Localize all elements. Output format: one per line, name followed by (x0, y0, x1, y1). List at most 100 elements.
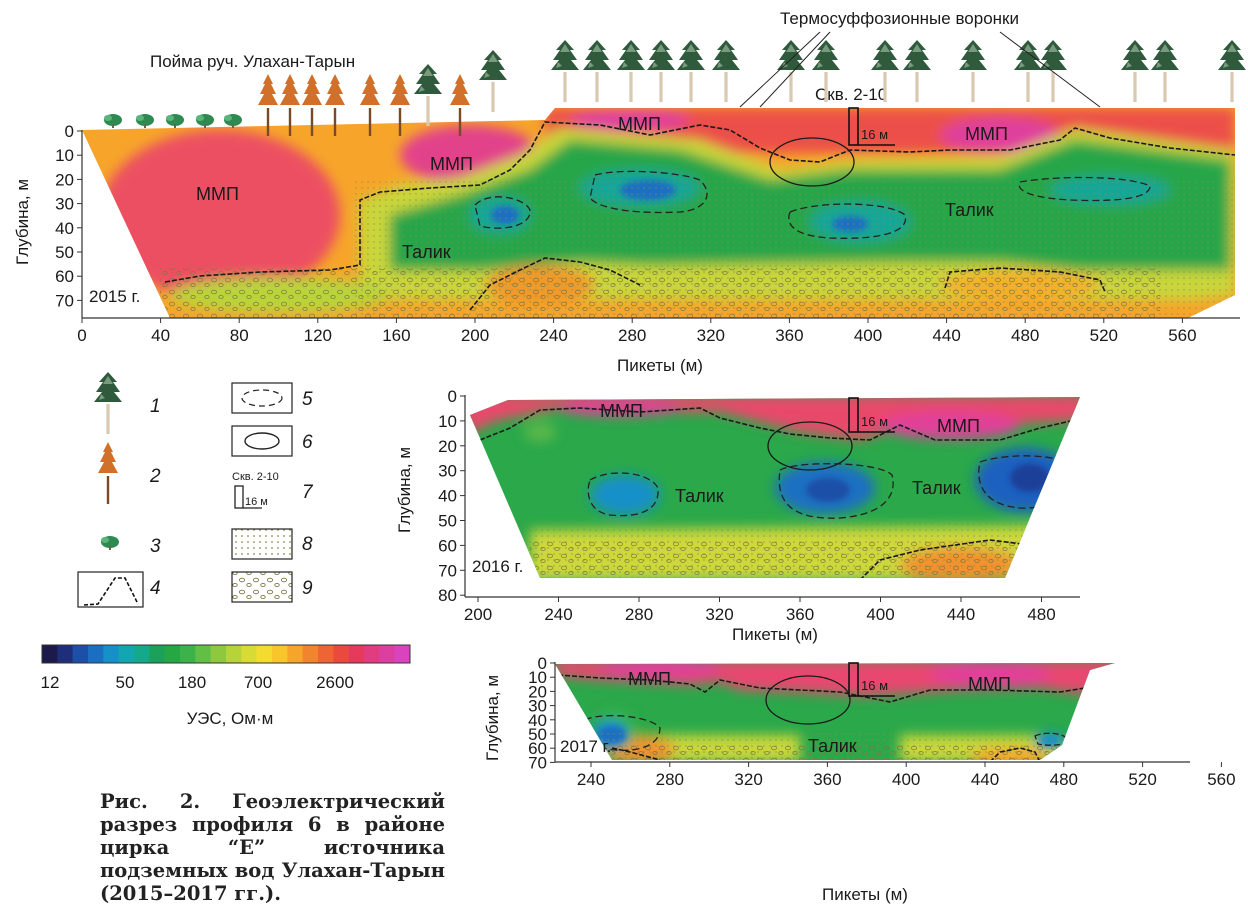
talik-lens-icon (231, 382, 293, 414)
legend-num: 9 (302, 578, 313, 599)
colorbar-swatch (210, 645, 227, 663)
x-tick-label: 440 (971, 770, 999, 789)
legend-num: 4 (150, 578, 161, 599)
y-tick-label: 70 (55, 291, 74, 310)
shrub-icon (101, 536, 119, 550)
y-axis-label-2017: Глубина, м (483, 675, 502, 761)
y-tick-label: 10 (528, 668, 547, 687)
y-tick-label: 0 (65, 122, 74, 141)
x-tick-label: 480 (1027, 605, 1055, 624)
x-tick-label: 320 (734, 770, 762, 789)
legend-num: 8 (302, 534, 313, 555)
x-tick-label: 280 (618, 326, 646, 345)
x-tick-label: 80 (230, 326, 249, 345)
colorbar-swatch (72, 645, 89, 663)
panel-2017-ticks: 240 280 320 360 400 440 480 520 560 0102030405060… (528, 654, 1236, 789)
x-tick-label: 240 (539, 326, 567, 345)
x-axis-label-2016: Пикеты (м) (732, 625, 818, 644)
x-tick-label: 280 (656, 770, 684, 789)
panel-2017-section (555, 663, 1115, 760)
colorbar-swatch (42, 645, 58, 663)
panel-2016-section (470, 397, 1080, 578)
year-label-2015: 2015 г. (89, 287, 140, 306)
legend-borehole-depth: 16 м (245, 496, 268, 508)
panel-2016-ticks: 200 240 280 320 360 400 440 480 0 10 20 30 40 50 60 70 8… (438, 387, 1056, 624)
borehole-icon (234, 485, 244, 509)
panel-2015-axes: 16 м Скв. 2-10 2015 г. (81, 85, 1240, 319)
borehole-depth-2017: 16 м (861, 678, 888, 693)
x-tick-label: 560 (1168, 326, 1196, 345)
larch-icon (98, 442, 118, 504)
zone-label: ММП (430, 154, 473, 174)
borehole-name-2015: Скв. 2-10 (815, 85, 887, 104)
borehole-depth-2016: 16 м (861, 414, 888, 429)
zone-label: ММП (600, 401, 643, 421)
colorbar-swatch (103, 645, 119, 663)
colorbar-swatch (241, 645, 257, 663)
colorbar-swatch (379, 645, 395, 663)
colorbar-swatch (134, 645, 150, 663)
legend-borehole-name: Скв. 2-10 (232, 471, 279, 483)
zone-label: ММП (937, 416, 980, 436)
zone-label: Талик (675, 486, 724, 506)
colorbar-swatch (348, 645, 365, 663)
colorbar-tick: 50 (116, 673, 135, 692)
y-tick-label: 70 (528, 753, 547, 772)
colorbar-swatch (272, 645, 288, 663)
y-tick-label: 40 (438, 487, 457, 506)
y-tick-label: 20 (55, 170, 74, 189)
y-tick-label: 70 (438, 561, 457, 580)
colorbar-tick: 180 (178, 673, 206, 692)
colorbar-swatch (180, 645, 196, 663)
y-tick-label: 10 (438, 412, 457, 431)
x-tick-label: 200 (461, 326, 489, 345)
funnels-leader-lines (739, 31, 1101, 108)
y-tick-label: 10 (55, 146, 74, 165)
zone-label: ММП (628, 669, 671, 689)
x-tick-label: 520 (1128, 770, 1156, 789)
x-tick-label: 400 (892, 770, 920, 789)
x-axis-label-2017: Пикеты (м) (822, 885, 908, 904)
y-tick-label: 50 (438, 512, 457, 531)
x-tick-label: 520 (1090, 326, 1118, 345)
resistivity-colorbar (41, 644, 411, 664)
x-tick-label: 320 (705, 605, 733, 624)
sand-pattern-icon (231, 528, 293, 560)
x-tick-label: 240 (544, 605, 572, 624)
panel-2015-ticks: 0 40 80 120 160 200 240 280 320 360 400 440 480 520 56… (55, 122, 1197, 345)
x-axis-label-2015: Пикеты (м) (617, 356, 703, 375)
funnels-annotation: Термосуффозионные воронки (780, 9, 1019, 28)
x-tick-label: 200 (464, 605, 492, 624)
boundary-icon (77, 571, 144, 608)
y-tick-label: 30 (528, 697, 547, 716)
figure-caption: Рис. 2. Геоэлектрический разрез профиля … (100, 790, 445, 905)
panel-2015-zones: ММП ММП ММП ММП Талик Талик (196, 114, 1008, 262)
colorbar-swatch (318, 645, 334, 663)
colorbar-swatch (164, 645, 181, 663)
legend-num: 2 (149, 466, 161, 487)
legend-num: 3 (150, 536, 161, 557)
y-tick-label: 50 (55, 243, 74, 262)
colorbar-swatch (57, 645, 73, 663)
pine-icon (94, 372, 122, 434)
panel-2017-zones: ММП ММП Талик (628, 669, 1011, 756)
panel-2016-axes: 16 м 2016 г. (464, 395, 1080, 598)
y-tick-label: 50 (528, 725, 547, 744)
funnel-contour-icon (231, 425, 293, 457)
colorbar-tick: 12 (41, 673, 60, 692)
x-tick-label: 480 (1050, 770, 1078, 789)
x-tick-label: 160 (382, 326, 410, 345)
pebble-pattern-icon (231, 571, 293, 603)
x-tick-label: 40 (151, 326, 170, 345)
x-tick-label: 120 (304, 326, 332, 345)
colorbar-swatch (394, 645, 411, 663)
y-tick-label: 60 (55, 267, 74, 286)
colorbar-frame (41, 644, 411, 664)
y-tick-label: 40 (55, 219, 74, 238)
colorbar-tick: 700 (244, 673, 272, 692)
x-tick-label: 440 (947, 605, 975, 624)
x-tick-label: 480 (1011, 326, 1039, 345)
colorbar-swatch (333, 645, 349, 663)
x-tick-label: 320 (697, 326, 725, 345)
